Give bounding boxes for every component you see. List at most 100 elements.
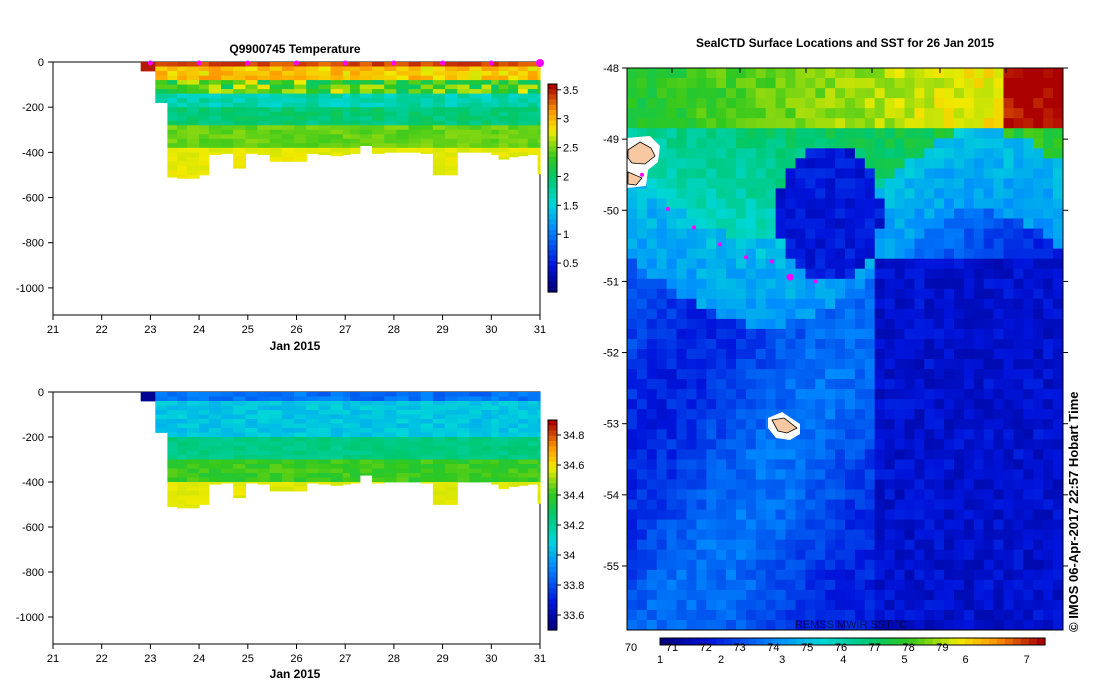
sst-cell	[914, 318, 925, 330]
sst-cell	[706, 328, 717, 340]
sst-cell	[706, 569, 717, 581]
sst-cell	[815, 188, 826, 199]
sst-cell	[1033, 168, 1044, 179]
sst-cell	[716, 519, 727, 531]
profile-cell	[342, 107, 351, 113]
sst-cell	[1003, 268, 1014, 280]
profile-cell	[257, 75, 271, 81]
profile-cell	[508, 143, 519, 149]
sst-cell	[716, 128, 727, 139]
sst-cell	[1023, 549, 1034, 561]
sst-cell	[825, 399, 836, 410]
profile-cell	[359, 93, 373, 99]
sst-cell	[934, 369, 945, 380]
sst-cell	[845, 68, 856, 79]
sst-cell	[666, 128, 677, 139]
sst-cell	[745, 238, 757, 250]
sst-cell	[785, 118, 796, 129]
profile-cell	[537, 165, 541, 171]
sst-cell	[924, 78, 935, 89]
sst-cell	[676, 599, 687, 611]
profile-cell	[469, 441, 483, 447]
profile-cell	[177, 98, 188, 103]
salinity-colorbar-swatch	[548, 441, 557, 447]
sst-cell	[745, 429, 757, 440]
profile-cell	[342, 414, 351, 420]
sst-cell	[854, 328, 866, 340]
sst-cell	[726, 599, 737, 611]
sst-cell	[1013, 549, 1024, 561]
sst-cell	[914, 308, 925, 320]
sst-cell	[736, 409, 747, 420]
profile-cell	[233, 477, 246, 483]
seal-position-dot	[744, 255, 748, 260]
sst-cell	[973, 569, 985, 581]
profile-cell	[208, 446, 222, 451]
sst-cell	[815, 68, 826, 79]
sst-cell	[973, 389, 985, 400]
sst-cell	[924, 128, 935, 139]
sst-cell	[736, 509, 747, 521]
profile-cell	[469, 80, 483, 85]
sst-cell	[845, 118, 856, 129]
profile-cell	[167, 468, 178, 474]
sst-cell	[854, 208, 866, 219]
sst-cell	[884, 178, 895, 189]
sst-cell	[795, 218, 806, 229]
profile-cell	[457, 396, 470, 402]
profile-cell	[491, 396, 500, 402]
sst-cell	[736, 118, 747, 129]
profile-cell	[269, 75, 283, 81]
sst-cell	[845, 158, 856, 169]
sst-cell	[904, 489, 915, 500]
sst-cell	[716, 399, 727, 410]
profile-cell	[372, 84, 385, 90]
sst-cell	[765, 88, 777, 99]
sst-cell	[627, 98, 638, 109]
sst-cell	[954, 188, 965, 199]
sst-cell	[934, 439, 945, 450]
profile-cell	[342, 423, 351, 429]
profile-cell	[342, 66, 351, 72]
sst-cell	[805, 620, 816, 631]
profile-cell	[372, 437, 385, 442]
sst-cell	[736, 268, 747, 280]
sst-cell	[1023, 419, 1034, 430]
profile-cell	[281, 428, 295, 433]
sst-cell	[845, 128, 856, 139]
sst-cell	[696, 369, 707, 380]
sst-cell	[696, 208, 707, 219]
sst-cell	[785, 409, 796, 420]
sst-cell	[1013, 88, 1024, 99]
profile-cell	[432, 129, 446, 135]
sst-cell	[785, 188, 796, 199]
profile-cell	[245, 477, 259, 483]
profile-cell	[281, 482, 295, 487]
sst-cell	[884, 379, 895, 390]
sst-cell	[716, 369, 727, 380]
sst-cell	[815, 178, 826, 189]
sst-cell	[1053, 298, 1064, 310]
sst-cell	[1023, 318, 1034, 330]
sst-cell	[666, 389, 677, 400]
sst-cell	[706, 379, 717, 390]
sst-colorbar-fahrenheit-label: 79	[936, 642, 948, 654]
sst-cell	[884, 549, 895, 561]
sst-cell	[716, 539, 727, 551]
sst-cell	[963, 399, 975, 410]
profile-cell	[233, 62, 246, 67]
sst-cell	[854, 569, 866, 581]
sst-cell	[904, 88, 915, 99]
sst-cell	[815, 359, 826, 370]
profile-cell	[306, 111, 319, 117]
sst-cell	[1033, 78, 1044, 89]
sst-cell	[963, 569, 975, 581]
sst-cell	[745, 178, 757, 189]
sst-cell	[993, 389, 1004, 400]
profile-cell	[221, 432, 234, 438]
sst-cell	[993, 579, 1004, 591]
profile-cell	[186, 428, 200, 433]
sst-cell	[755, 509, 767, 521]
sst-cell	[983, 308, 995, 320]
profile-cell	[257, 477, 271, 483]
